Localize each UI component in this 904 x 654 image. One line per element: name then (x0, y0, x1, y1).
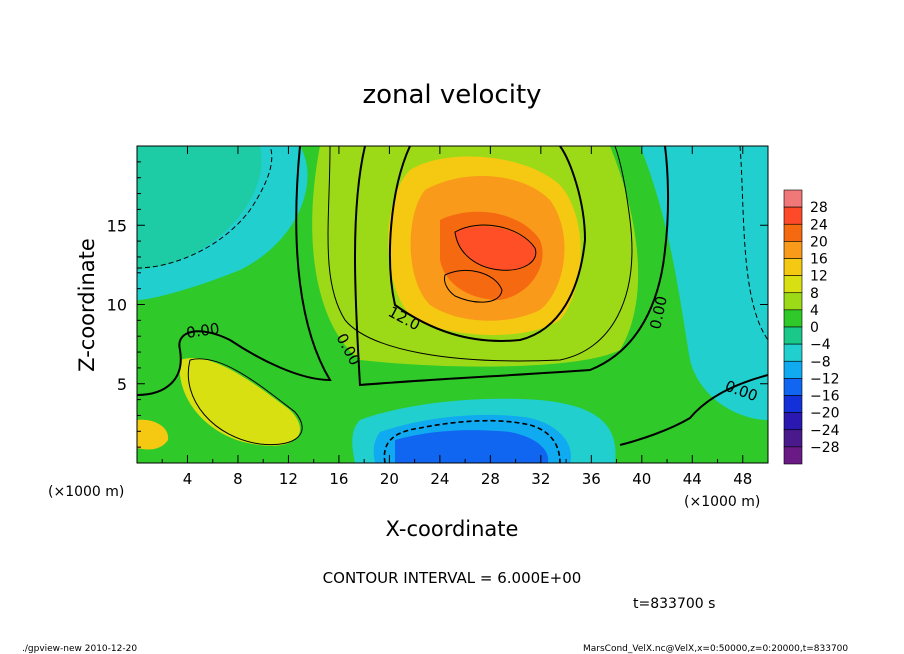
footer-left: ./gpview-new 2010-12-20 (22, 644, 137, 654)
x-tick-label: 44 (683, 470, 702, 488)
region-trough-deep-blue (395, 430, 549, 463)
colorbar-swatch (783, 395, 803, 413)
contour-zero-lower-right (619, 374, 768, 446)
y-tick-label: 15 (107, 216, 127, 235)
contour-eighteen-upper (454, 224, 537, 271)
x-axis-label: X-coordinate (386, 517, 519, 541)
colorbar-swatch (783, 309, 803, 328)
colorbar-label: 16 (810, 252, 828, 268)
y-axis-label: Z-coordinate (75, 238, 99, 372)
x-tick-label: 28 (481, 470, 500, 488)
contour-twelve (389, 146, 587, 342)
colorbar-label: 28 (810, 200, 828, 216)
x-tick-label: 12 (279, 470, 298, 488)
contour-lines (137, 146, 768, 463)
contour-label: 0.00 (185, 319, 221, 341)
colorbar-swatch (783, 206, 803, 225)
x-tick-label: 8 (233, 470, 243, 488)
x-tick-label: 36 (582, 470, 601, 488)
colorbar-swatch (783, 189, 803, 208)
colorbar-label: −12 (810, 371, 840, 387)
x-tick-label: 16 (329, 470, 348, 488)
region-far-left-yellow (137, 419, 169, 450)
contour-zero-central (354, 146, 670, 387)
region-right-cyan (640, 146, 768, 420)
x-tick-label: 20 (380, 470, 399, 488)
colorbar-swatch (783, 360, 803, 379)
colorbar-swatch (783, 343, 803, 362)
y-tick-label: 10 (107, 296, 127, 315)
colorbar-swatch (783, 241, 803, 259)
region-upper-left-deep-cyan (137, 146, 262, 270)
colorbar-label: −28 (810, 440, 840, 456)
contour-six-central (327, 146, 633, 362)
colorbar-label: 8 (810, 286, 819, 302)
x-unit-left: (×1000 m) (48, 484, 124, 500)
region-jet-core (455, 226, 536, 271)
contour-neg-six-right (739, 146, 768, 341)
colorbar-swatch (783, 258, 803, 276)
colorbar-label: −16 (810, 389, 840, 405)
colorbar-label: −20 (810, 406, 840, 422)
x-axis-ticks: 4 8 12 16 20 24 28 32 36 40 44 48 (161, 146, 752, 488)
contour-six-left (187, 358, 303, 446)
x-tick-label: 24 (430, 470, 449, 488)
region-lower-left-yellow (179, 358, 300, 446)
colorbar-label: 24 (810, 217, 828, 233)
colorbar-swatch (783, 292, 803, 311)
x-tick-label: 4 (183, 470, 193, 488)
colorbar-label: −4 (810, 337, 831, 353)
footer-right: MarsCond_VelX.nc@VelX,x=0:50000,z=0:2000… (583, 644, 848, 654)
contour-neg-six-trough (383, 419, 561, 463)
x-tick-label: 48 (733, 470, 752, 488)
colorbar-label: −8 (810, 354, 831, 370)
chart-title: zonal velocity (362, 80, 541, 110)
colorbar-swatch (783, 378, 803, 396)
x-tick-label: 32 (531, 470, 550, 488)
time-label: t=833700 s (633, 596, 715, 612)
x-tick-label: 40 (632, 470, 651, 488)
y-tick-label: 5 (117, 375, 127, 394)
contour-eighteen-lower (444, 269, 503, 303)
colorbar-label: 4 (810, 303, 819, 319)
contour-neg-six-upper-left (137, 146, 273, 269)
colorbar-label: 20 (810, 234, 828, 250)
colorbar-swatch (783, 326, 803, 345)
colorbar-swatch (783, 446, 803, 465)
x-unit-right: (×1000 m) (684, 494, 760, 510)
contour-interval-note: CONTOUR INTERVAL = 6.000E+00 (323, 569, 582, 587)
contour-zero-left (137, 146, 332, 396)
colorbar-label: 12 (810, 269, 828, 285)
colorbar-label: 0 (810, 320, 819, 336)
colorbar-label: −24 (810, 423, 840, 439)
colorbar-swatch (783, 412, 803, 431)
y-axis-ticks: 5 10 15 (107, 161, 768, 448)
colorbar-swatch (783, 223, 803, 242)
heatmap-field (137, 146, 768, 463)
colorbar-swatch (783, 429, 803, 448)
colorbar-swatch (783, 275, 803, 294)
